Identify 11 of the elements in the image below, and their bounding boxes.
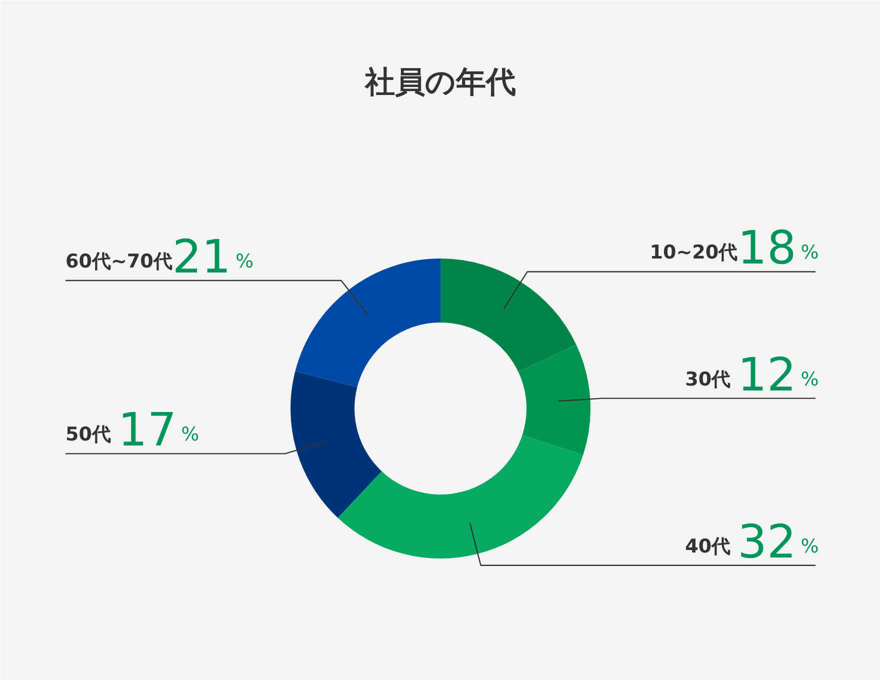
data-label: 21%: [172, 229, 254, 284]
chart-title: 社員の年代: [364, 65, 516, 100]
data-label: 12%: [738, 347, 819, 402]
slice-label: 30代: [685, 368, 731, 390]
slice-label: 60代~70代: [66, 250, 172, 272]
slice-label: 40代: [685, 535, 731, 558]
slice-label: 10~20代: [650, 242, 738, 264]
data-label: 32%: [738, 514, 819, 568]
slice-label: 50代: [66, 424, 111, 446]
data-label: 18%: [738, 220, 819, 275]
data-label: 17%: [118, 402, 200, 457]
